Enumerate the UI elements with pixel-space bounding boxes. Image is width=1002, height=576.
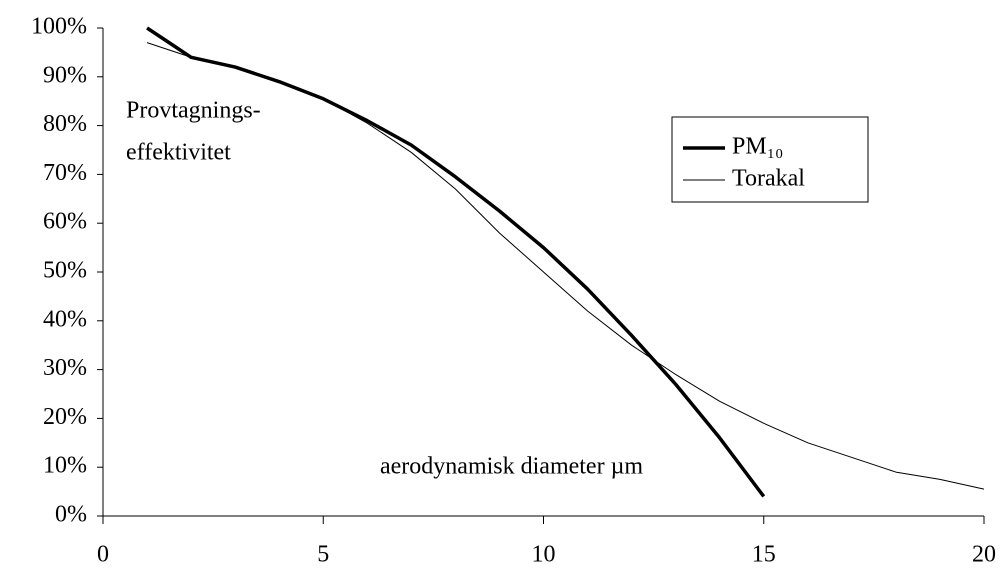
x-tick-label: 15 bbox=[752, 542, 776, 568]
legend-label: PM₁₀ bbox=[732, 134, 783, 160]
y-tick-label: 10% bbox=[43, 453, 87, 479]
annotation: Provtagnings- bbox=[126, 98, 261, 124]
y-tick-label: 100% bbox=[31, 14, 87, 40]
x-tick-label: 20 bbox=[972, 542, 996, 568]
x-tick-label: 10 bbox=[532, 542, 556, 568]
y-tick-label: 60% bbox=[43, 209, 87, 235]
legend-label: Torakal bbox=[732, 166, 805, 192]
y-tick-label: 90% bbox=[43, 62, 87, 88]
y-tick-label: 70% bbox=[43, 160, 87, 186]
series-line bbox=[146, 42, 985, 490]
legend-box bbox=[671, 116, 869, 203]
y-tick-label: 40% bbox=[43, 306, 87, 332]
x-axis-label: aerodynamisk diameter µm bbox=[380, 454, 643, 480]
x-tick-label: 5 bbox=[317, 542, 329, 568]
y-tick-label: 0% bbox=[55, 502, 87, 528]
x-tick-label: 0 bbox=[97, 542, 109, 568]
y-tick-label: 20% bbox=[43, 404, 87, 430]
y-tick-label: 50% bbox=[43, 258, 87, 284]
y-tick-label: 80% bbox=[43, 111, 87, 137]
annotation: effektivitet bbox=[126, 140, 231, 166]
y-tick-label: 30% bbox=[43, 355, 87, 381]
